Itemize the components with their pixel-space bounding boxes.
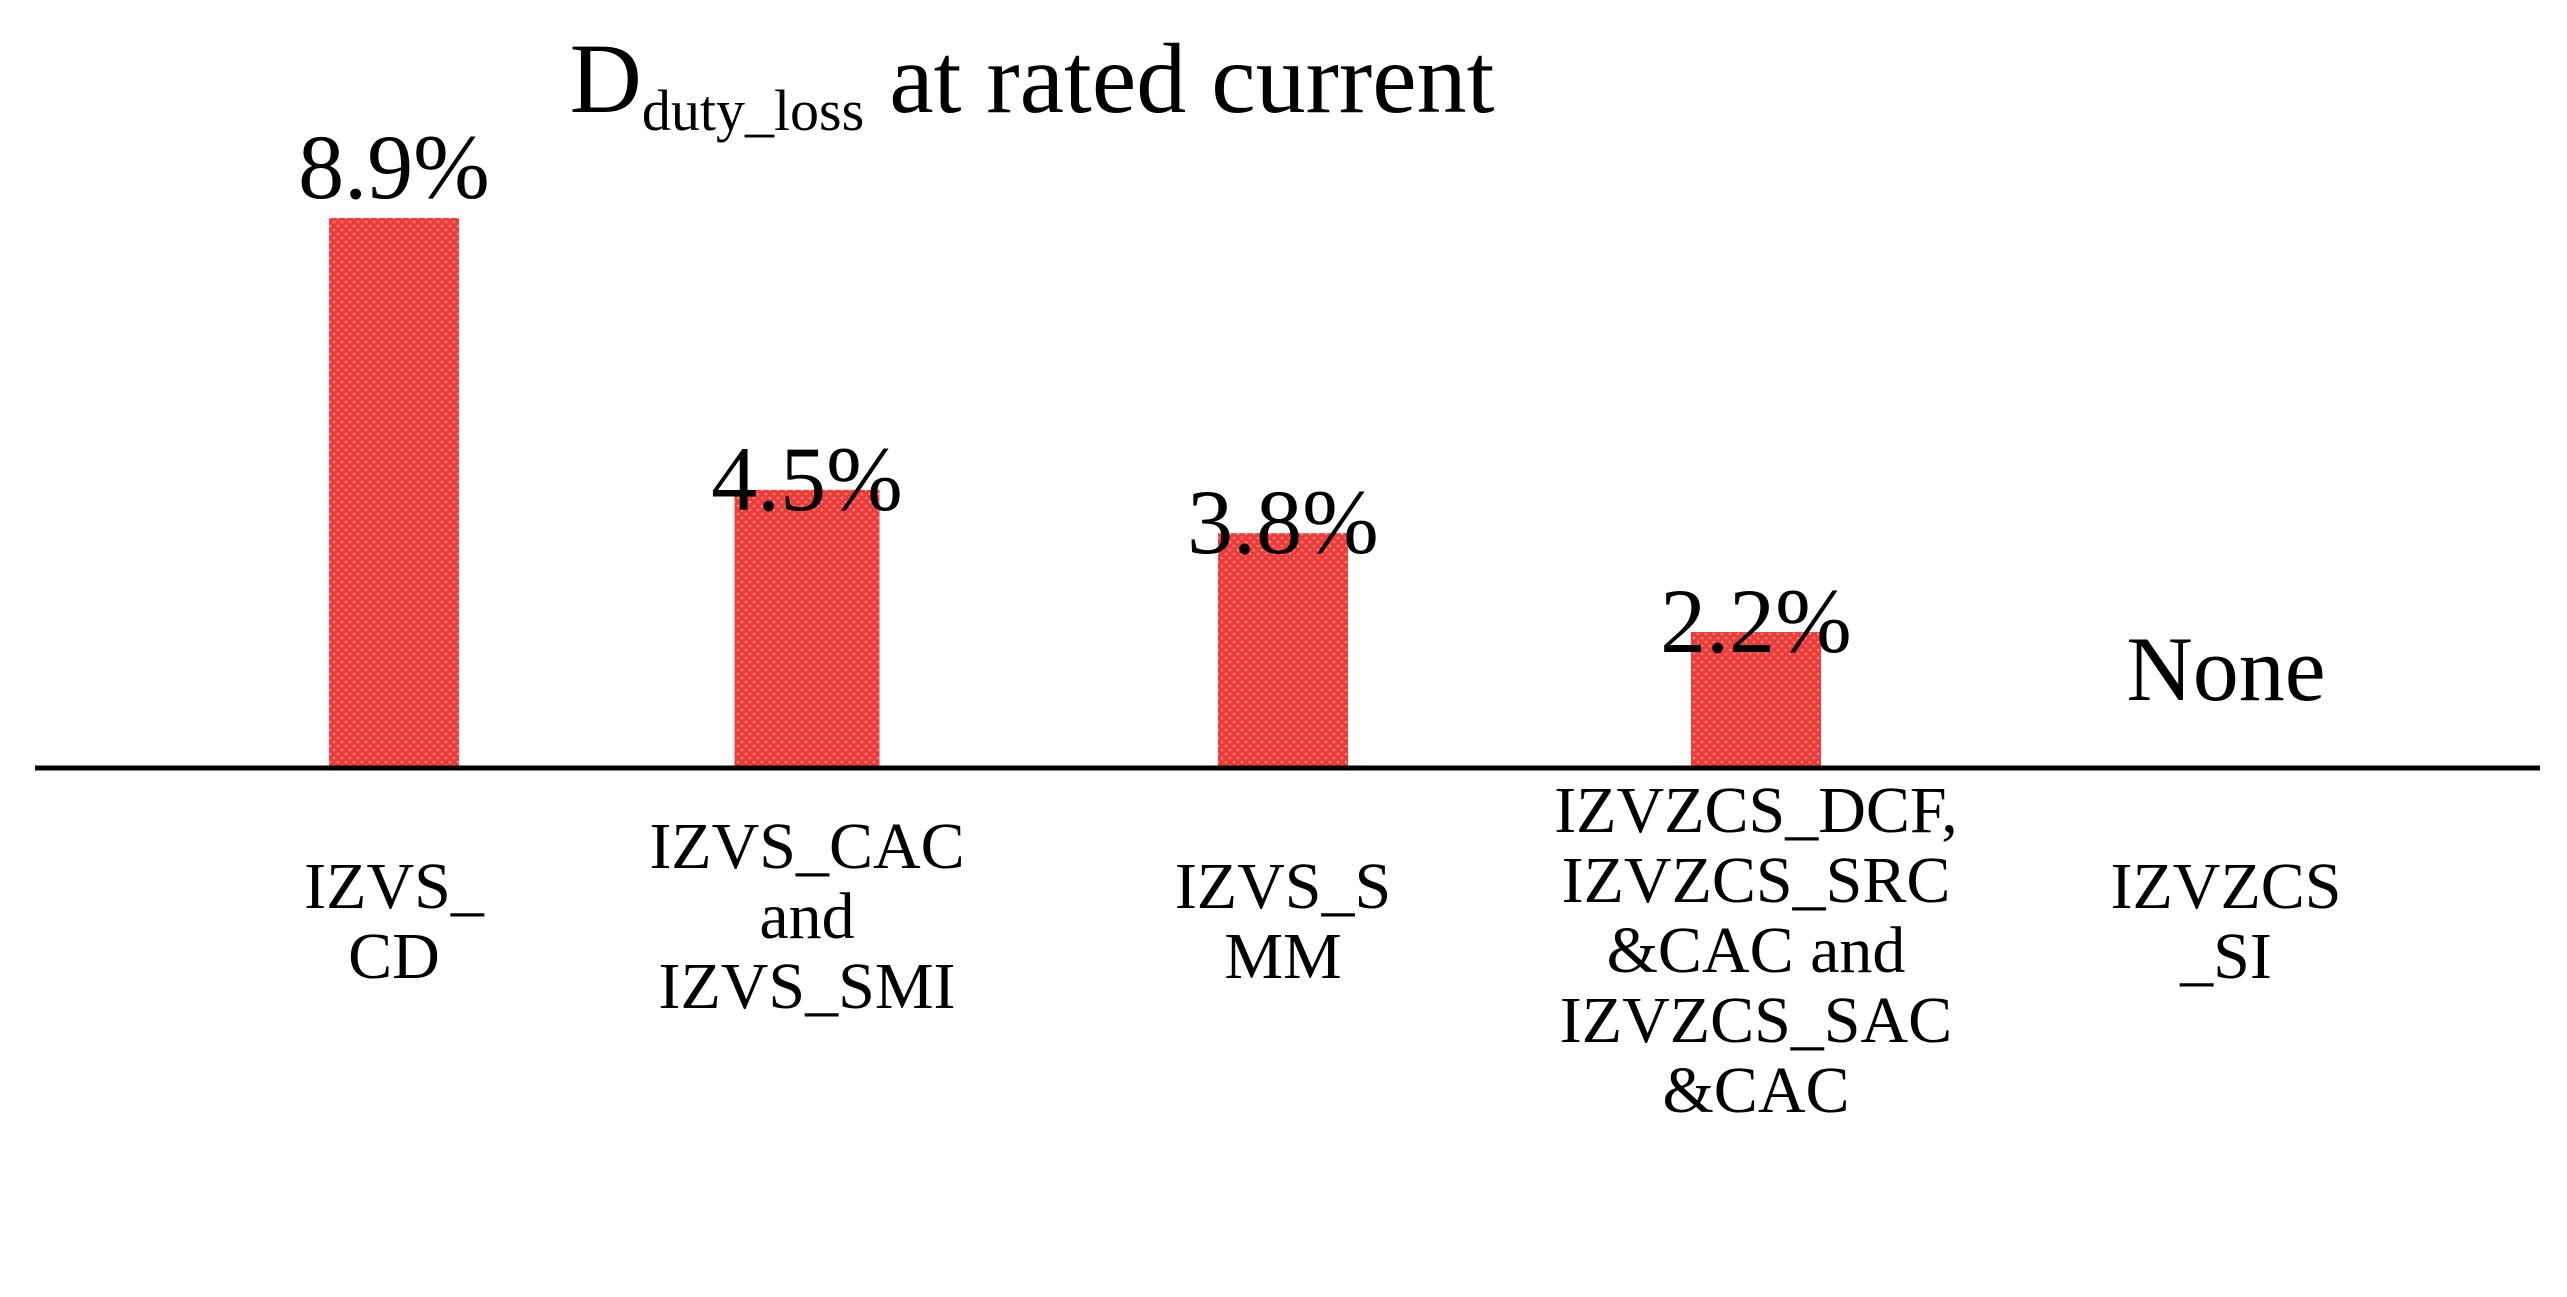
bar-3 [1218,533,1348,768]
category-label-line: CD [348,920,440,993]
category-label-line: and [759,880,854,953]
category-label-2: IZVS_CAC and IZVS_SMI [649,810,964,1023]
category-label-1: IZVS_ CD [304,850,485,993]
value-label-4: 2.2% [1660,570,1852,672]
value-label-5: None [2126,618,2325,720]
category-label-line: IZVZCS_SRC [1562,844,1951,917]
category-label-line: IZVS_SMI [658,950,955,1023]
value-label-1: 8.9% [298,116,490,218]
category-label-line: IZVZCS_DCF, [1554,774,1958,847]
category-labels-group: IZVS_ CD IZVS_CAC and IZVS_SMI IZVS_S MM IZVZCS… [304,774,2341,1127]
category-label-3: IZVS_S MM [1175,850,1391,993]
category-label-line: IZVS_ [304,850,485,923]
bar-2 [734,489,880,768]
category-label-line: &CAC and [1607,914,1906,987]
chart-title: Dduty_loss at rated current [570,23,1495,143]
bar-4 [1691,632,1821,768]
chart-title-subscript: duty_loss [642,78,864,143]
bar-1 [329,217,459,769]
category-label-line: MM [1224,920,1341,993]
category-label-4: IZVZCS_DCF, IZVZCS_SRC &CAC and IZVZCS_SAC &… [1554,774,1958,1127]
category-label-line: IZVS_S [1175,850,1391,923]
chart-title-main: D [570,23,642,134]
value-label-2: 4.5% [711,428,903,530]
category-label-line: IZVZCS [2111,850,2342,923]
category-label-line: _SI [2179,920,2272,993]
value-label-3: 3.8% [1187,471,1379,573]
category-label-line: IZVZCS_SAC [1560,984,1952,1057]
value-labels-group: 8.9% 4.5% 3.8% 2.2% None [298,116,2325,720]
category-label-line: &CAC [1662,1054,1849,1127]
category-label-line: IZVS_CAC [649,810,964,883]
chart-title-rest: at rated current [864,23,1494,134]
bars-group [329,217,1821,769]
category-label-5: IZVZCS _SI [2111,850,2342,993]
